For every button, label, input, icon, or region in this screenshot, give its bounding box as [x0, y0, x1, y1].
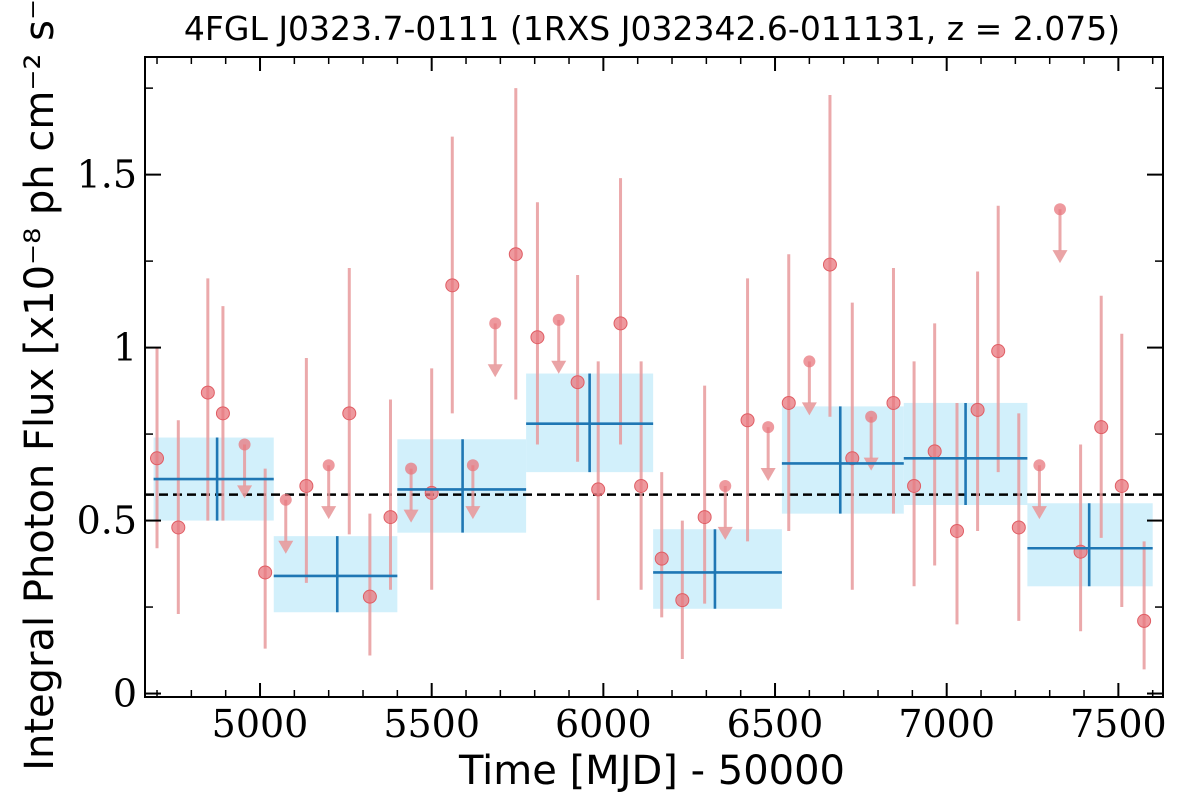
detection-point	[150, 451, 165, 466]
detection-point	[1137, 613, 1152, 628]
detection-point	[258, 565, 273, 580]
y-axis-label: Integral Photon Flux [x10⁻⁸ ph cm⁻² s⁻¹]	[17, 0, 63, 771]
bin-band	[273, 536, 398, 613]
x-tick-label: 5500	[383, 702, 480, 746]
upper-limit-point	[803, 355, 816, 368]
bin-band	[653, 529, 782, 609]
upper-limit-point	[1033, 459, 1046, 472]
upper-limit-arrow	[1031, 506, 1047, 520]
x-tick-label: 7500	[1070, 702, 1167, 746]
detection-point	[781, 395, 796, 410]
detection-point	[171, 520, 186, 535]
y-tick-label: 0	[113, 672, 137, 716]
detection-point	[675, 593, 690, 608]
detection-point	[634, 478, 649, 493]
axes-frame	[144, 56, 1164, 698]
x-tick-label: 6000	[555, 702, 652, 746]
detection-point	[215, 406, 230, 421]
upper-limit-arrow	[403, 509, 419, 523]
upper-limit-point	[762, 421, 775, 434]
upper-limit-point	[238, 438, 251, 451]
detection-point	[991, 344, 1006, 359]
detection-point	[299, 478, 314, 493]
x-tick-label: 6500	[727, 702, 824, 746]
detection-point	[907, 478, 922, 493]
upper-limit-point	[405, 462, 418, 475]
detection-point	[1011, 520, 1026, 535]
detection-point	[654, 551, 669, 566]
upper-limit-arrow	[717, 526, 733, 540]
detection-point	[383, 510, 398, 525]
upper-limit-point	[1053, 203, 1066, 216]
upper-limit-arrow	[487, 364, 503, 378]
chart-title: 4FGL J0323.7-0111 (1RXS J032342.6-011131…	[184, 9, 1120, 48]
detection-point	[613, 316, 628, 331]
upper-limit-arrow	[278, 540, 294, 554]
upper-limit-arrow	[465, 506, 481, 520]
upper-limit-point	[489, 317, 502, 330]
bin-band	[781, 406, 904, 514]
upper-limit-arrow	[237, 485, 253, 499]
detection-point	[362, 589, 377, 604]
detection-point	[970, 402, 985, 417]
upper-limit-arrow	[551, 360, 567, 374]
detection-point	[200, 385, 215, 400]
x-axis-label: Time [MJD] - 50000	[458, 748, 845, 794]
detection-point	[927, 444, 942, 459]
detection-point	[1094, 420, 1109, 435]
upper-limit-point	[466, 459, 479, 472]
x-tick-label: 5000	[212, 702, 309, 746]
detection-point	[508, 247, 523, 262]
detection-point	[530, 330, 545, 345]
x-tick-label: 7000	[898, 702, 995, 746]
detection-point	[591, 482, 606, 497]
y-tick-label: 1.5	[77, 153, 137, 197]
upper-limit-point	[322, 459, 335, 472]
upper-limit-arrow	[1052, 250, 1068, 264]
upper-limit-arrow	[760, 468, 776, 482]
upper-limit-point	[719, 479, 732, 492]
detection-point	[740, 413, 755, 428]
detection-point	[342, 406, 357, 421]
upper-limit-point	[552, 313, 565, 326]
detection-point	[949, 523, 964, 538]
upper-limit-point	[865, 410, 878, 423]
detection-point	[697, 510, 712, 525]
detection-point	[845, 451, 860, 466]
y-tick-label: 0.5	[77, 499, 137, 543]
y-tick-label: 1	[113, 326, 137, 370]
detection-point	[822, 257, 837, 272]
detection-point	[445, 278, 460, 293]
detection-point	[570, 375, 585, 390]
detection-point	[1114, 478, 1129, 493]
upper-limit-point	[279, 493, 292, 506]
plot-area: 5000 5500 6000 6500 7000 7500 0 0.5 1 1.5	[77, 56, 1167, 746]
upper-limit-arrow	[321, 506, 337, 520]
detection-point	[886, 395, 901, 410]
upper-limit-arrow	[801, 402, 817, 416]
